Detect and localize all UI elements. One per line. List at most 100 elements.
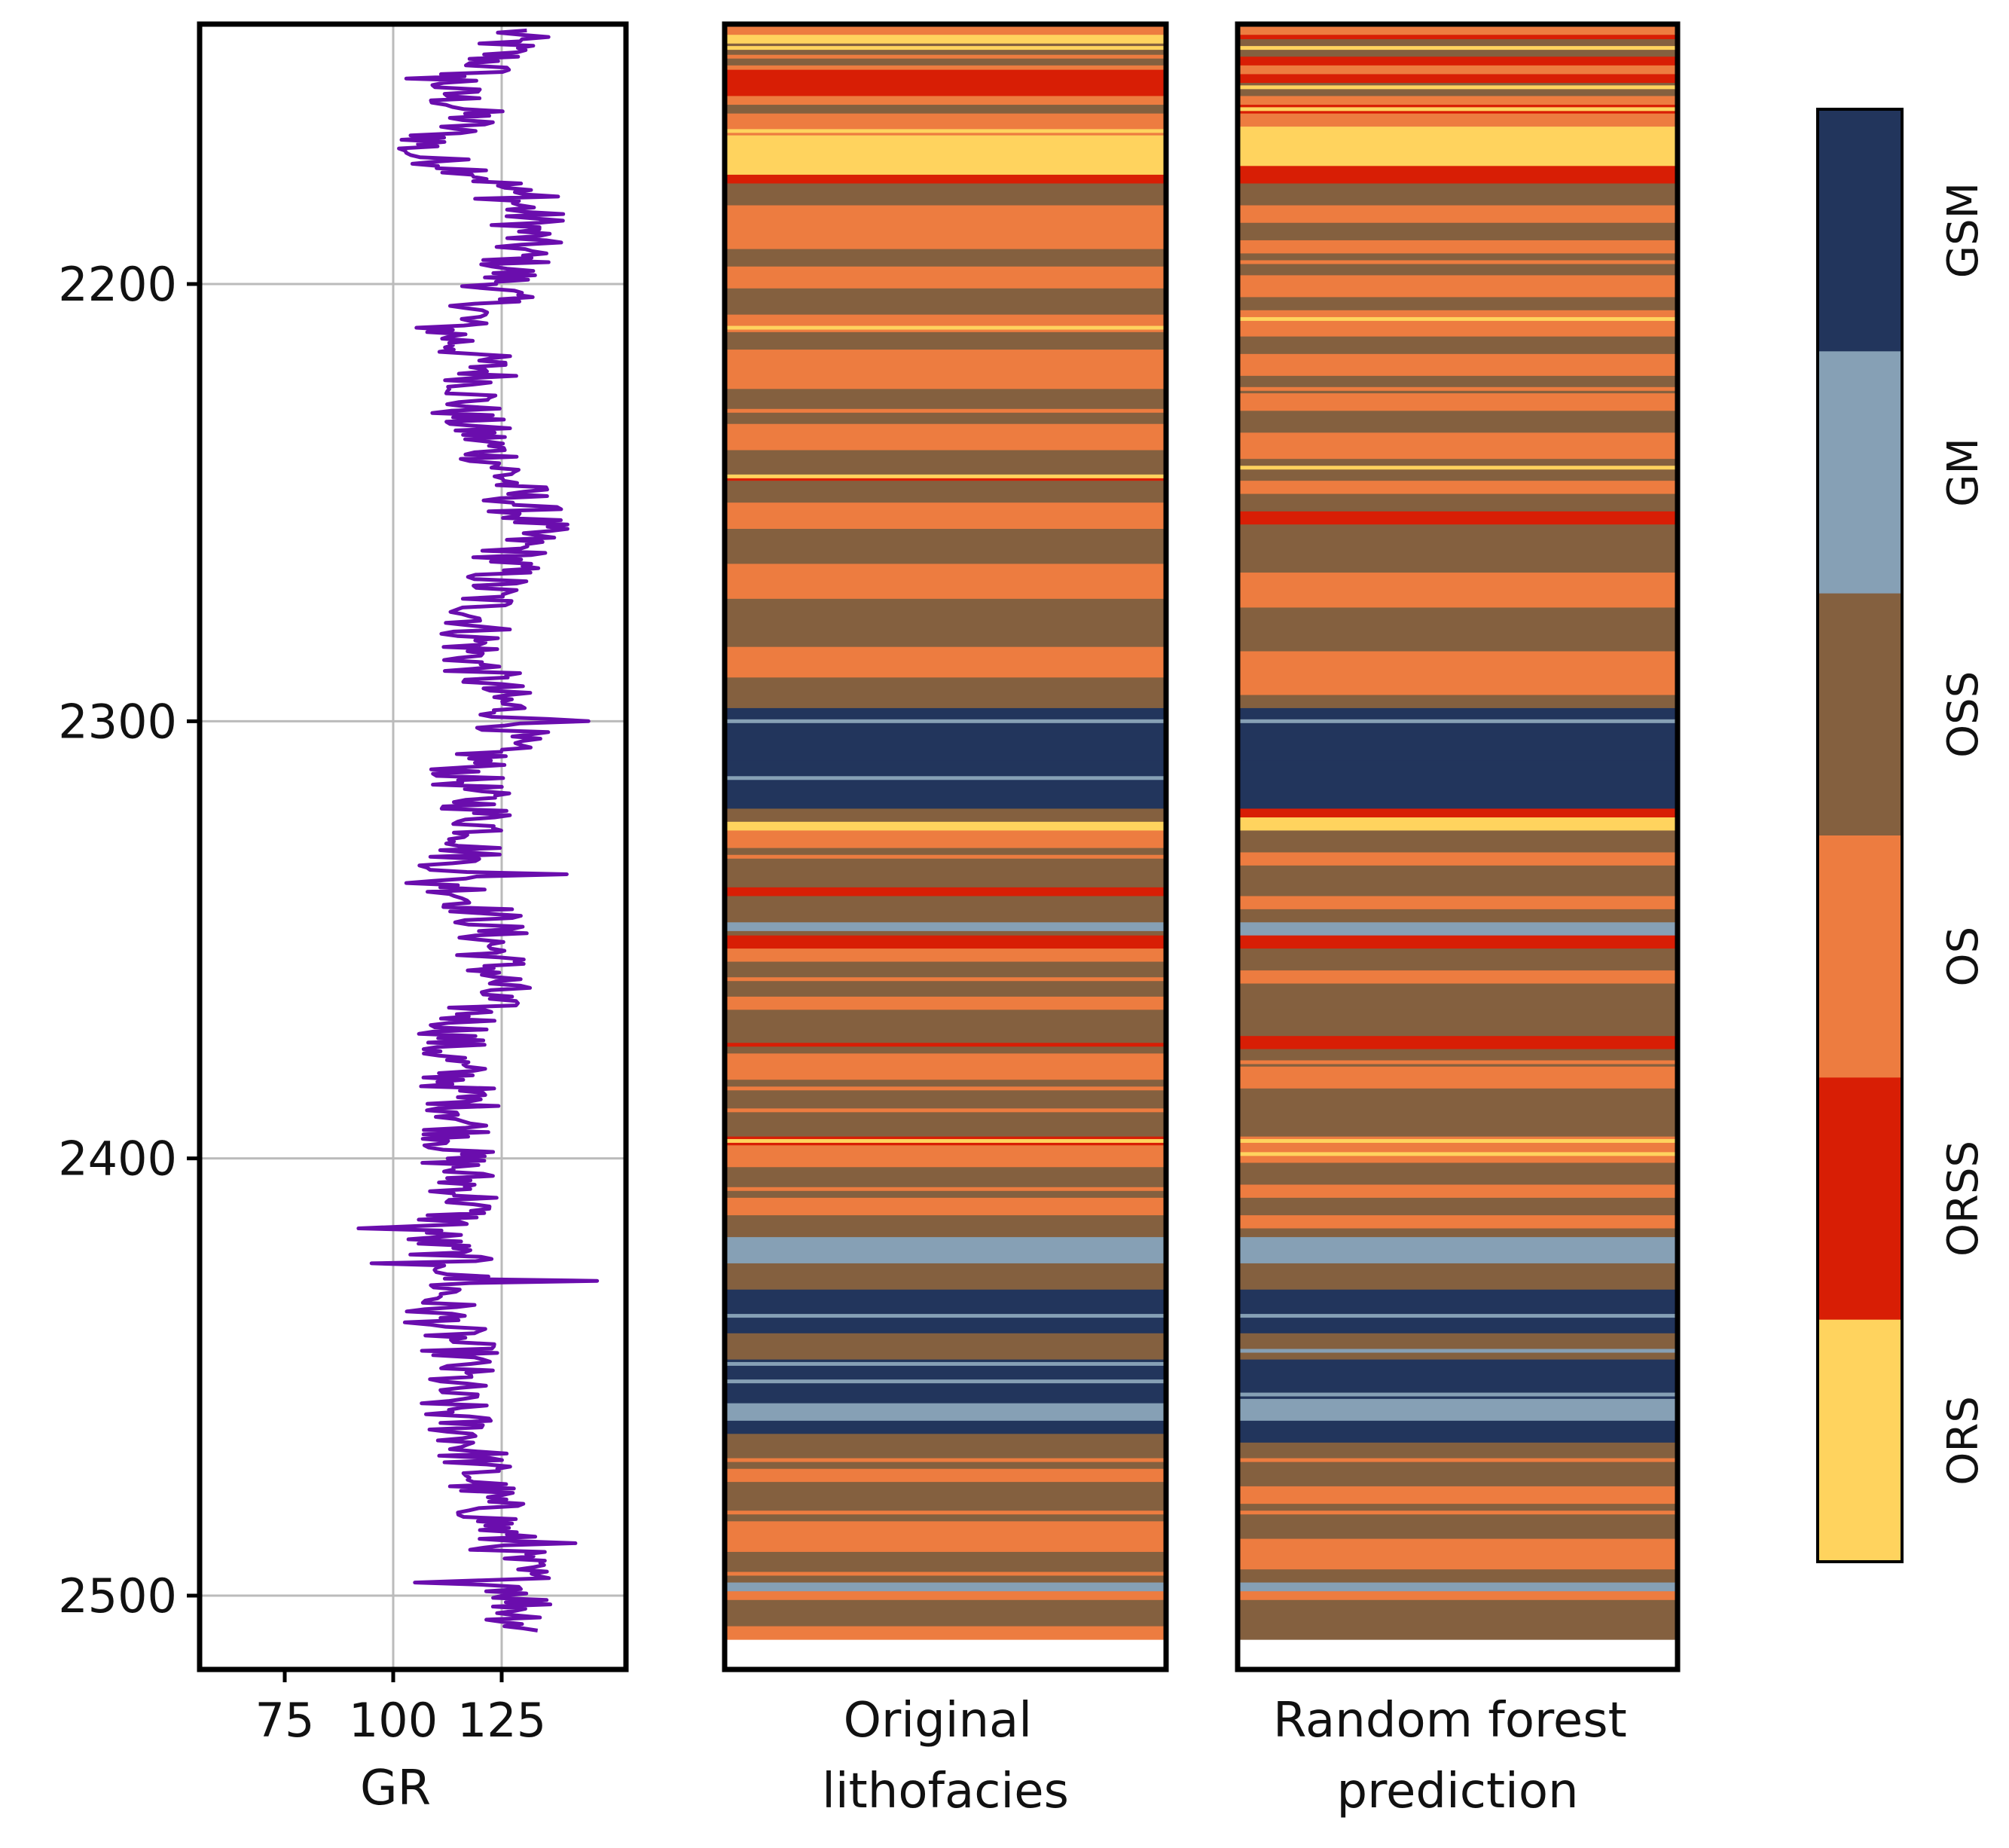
original-facies-os <box>725 122 1166 136</box>
original-facies-os <box>725 1626 1166 1640</box>
predicted-facies-oss <box>1238 411 1678 433</box>
predicted-facies-gm <box>1238 1398 1678 1422</box>
legend-swatch-gsm <box>1818 109 1902 352</box>
predicted-facies-oss <box>1238 948 1678 971</box>
original-facies-os <box>725 996 1166 1010</box>
original-facies-thin-gm <box>725 776 1166 780</box>
predicted-facies-gsm <box>1238 760 1678 809</box>
predicted-facies-oss <box>1238 830 1678 854</box>
gr-tick-label: 75 <box>255 1693 315 1748</box>
original-facies-os <box>725 205 1166 224</box>
predicted-facies-oss <box>1238 493 1678 512</box>
original-lithofacies-panel: Original lithofacies <box>722 21 1169 1819</box>
original-facies-oss <box>725 896 1166 923</box>
original-facies-os <box>725 1053 1166 1080</box>
original-facies-os <box>725 948 1166 963</box>
original-facies-os <box>725 222 1166 250</box>
predicted-facies-os <box>1238 1591 1678 1601</box>
original-facies-os <box>725 1145 1166 1168</box>
original-facies-thin-ors <box>725 129 1166 133</box>
predicted-facies-thin-ors <box>1238 316 1678 321</box>
legend-swatch-orss <box>1818 1077 1902 1321</box>
original-facies-os <box>725 1521 1166 1553</box>
original-facies-oss <box>725 528 1166 565</box>
predicted-facies-thin-gm <box>1238 719 1678 723</box>
predicted-facies-os <box>1238 205 1678 224</box>
original-facies-oss <box>725 1551 1166 1584</box>
depth-tick-label: 2200 <box>58 257 177 312</box>
original-facies-gm <box>725 1403 1166 1422</box>
original-facies-thin-gm <box>725 1379 1166 1384</box>
random-forest-panel-frame <box>1235 21 1681 1672</box>
depth-tick-label: 2400 <box>58 1132 177 1187</box>
original-facies-oss <box>725 1482 1166 1522</box>
original-facies-thin-ors <box>725 474 1166 478</box>
predicted-facies-os <box>1238 432 1678 460</box>
predicted-facies-oss <box>1238 1599 1678 1640</box>
original-facies-os <box>725 1197 1166 1216</box>
predicted-facies-orss <box>1238 166 1678 185</box>
original-facies-os <box>725 423 1166 451</box>
original-facies-oss <box>725 848 1166 888</box>
predicted-facies-os <box>1238 896 1678 910</box>
predicted-facies-gm <box>1238 1582 1678 1592</box>
predicted-facies-os <box>1238 275 1678 298</box>
original-facies-thin-os <box>725 1510 1166 1515</box>
gr-axis-label: GR <box>360 1761 431 1816</box>
gr-axis: 75 100 125 <box>255 1669 546 1748</box>
original-facies-orss <box>725 476 1166 481</box>
predicted-facies-thin-ors <box>1238 1138 1678 1143</box>
original-facies-thin-os <box>725 1187 1166 1191</box>
predicted-facies-oss <box>1238 83 1678 97</box>
original-facies-os <box>725 96 1166 105</box>
predicted-facies-orss <box>1238 1036 1678 1050</box>
original-facies-thin-os <box>725 854 1166 859</box>
original-facies-thin-os <box>725 1086 1166 1091</box>
predicted-facies-gsm <box>1238 1420 1678 1443</box>
original-facies-oss <box>725 677 1166 709</box>
original-facies-os <box>725 314 1166 333</box>
predicted-facies-oss <box>1238 524 1678 573</box>
predicted-facies-os <box>1238 852 1678 866</box>
predicted-facies-oss <box>1238 1504 1678 1540</box>
legend-label-oss: OSS <box>1939 671 1988 758</box>
predicted-facies-os <box>1238 1066 1678 1089</box>
legend-swatch-ors <box>1818 1319 1902 1562</box>
predicted-facies-oss <box>1238 607 1678 652</box>
predicted-facies-thin-ors <box>1238 85 1678 90</box>
depth-tick-label: 2300 <box>58 694 177 749</box>
predicted-facies-gm <box>1238 922 1678 936</box>
original-facies-thin-ors <box>725 46 1166 50</box>
original-facies-os <box>725 24 1166 35</box>
original-facies-oss <box>725 1434 1166 1470</box>
predicted-facies-oss <box>1238 1442 1678 1470</box>
legend-swatch-oss <box>1818 593 1902 836</box>
random-forest-panel: Random forest prediction <box>1235 21 1681 1819</box>
original-facies-oss <box>725 331 1166 350</box>
original-facies-gm <box>725 922 1166 932</box>
predicted-facies-os <box>1238 970 1678 985</box>
predicted-facies-orss <box>1238 57 1678 66</box>
predicted-facies-thin-ors <box>1238 107 1678 111</box>
original-facies-thin-os <box>725 54 1166 59</box>
original-lithofacies-column <box>725 24 1166 1640</box>
predicted-facies-os <box>1238 24 1678 35</box>
predicted-facies-oss <box>1238 375 1678 394</box>
original-facies-gsm <box>725 1289 1166 1334</box>
original-facies-thin-ors <box>725 1138 1166 1143</box>
original-facies-oss <box>725 1215 1166 1238</box>
predicted-facies-gsm <box>1238 707 1678 762</box>
predicted-facies-os <box>1238 1184 1678 1199</box>
original-facies-orss <box>725 174 1166 185</box>
legend-label-orss: ORSS <box>1939 1141 1988 1257</box>
depth-tick-label: 2500 <box>58 1569 177 1623</box>
predicted-facies-os <box>1238 65 1678 75</box>
predicted-facies-os <box>1238 310 1678 338</box>
original-facies-thin-os <box>725 1108 1166 1113</box>
predicted-facies-oss <box>1238 459 1678 481</box>
predicted-facies-oss <box>1238 1088 1678 1138</box>
original-facies-oss <box>725 1010 1166 1054</box>
predicted-facies-oss <box>1238 1569 1678 1584</box>
predicted-facies-oss <box>1238 222 1678 241</box>
predicted-facies-os <box>1238 1215 1678 1229</box>
